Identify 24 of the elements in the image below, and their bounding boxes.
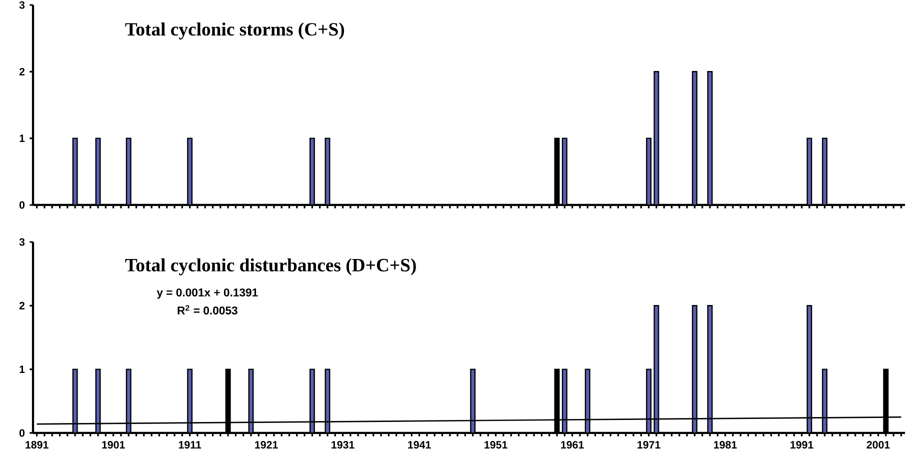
x-tick-label: 1921	[255, 441, 278, 449]
y-tick-label: 1	[20, 134, 25, 142]
y-tick-label: 3	[19, 238, 25, 246]
text: Total cyclonic storms (C+S)	[125, 22, 344, 40]
x-tick-label: 1901	[102, 441, 125, 449]
x-tick-label: 1971	[638, 441, 660, 449]
y-tick-label: 2	[19, 302, 25, 310]
x-tick-label: 1911	[178, 441, 202, 449]
x-tick-label: 2001	[866, 441, 890, 449]
x-tick-label: 1941	[408, 441, 431, 449]
x-tick-label: 1891	[26, 441, 48, 449]
x-tick-label: 1981	[714, 441, 737, 449]
y-tick-label: 2	[19, 68, 25, 76]
x-tick-label: 1961	[561, 441, 584, 449]
text: Total cyclonic disturbances (D+C+S)	[125, 258, 416, 276]
y-tick-label: 3	[19, 1, 25, 9]
x-tick-label: 1931	[332, 441, 354, 449]
x-tick-label: 1991	[790, 441, 814, 449]
annotation: y = 0.001x + 0.1391	[156, 288, 258, 299]
y-tick-label: 0	[19, 201, 25, 209]
y-tick-label: 0	[19, 429, 25, 437]
annotation: R$^{2}$ = 0.0053	[178, 305, 238, 315]
x-tick-label: 1951	[484, 441, 508, 449]
y-tick-label: 1	[20, 366, 25, 373]
